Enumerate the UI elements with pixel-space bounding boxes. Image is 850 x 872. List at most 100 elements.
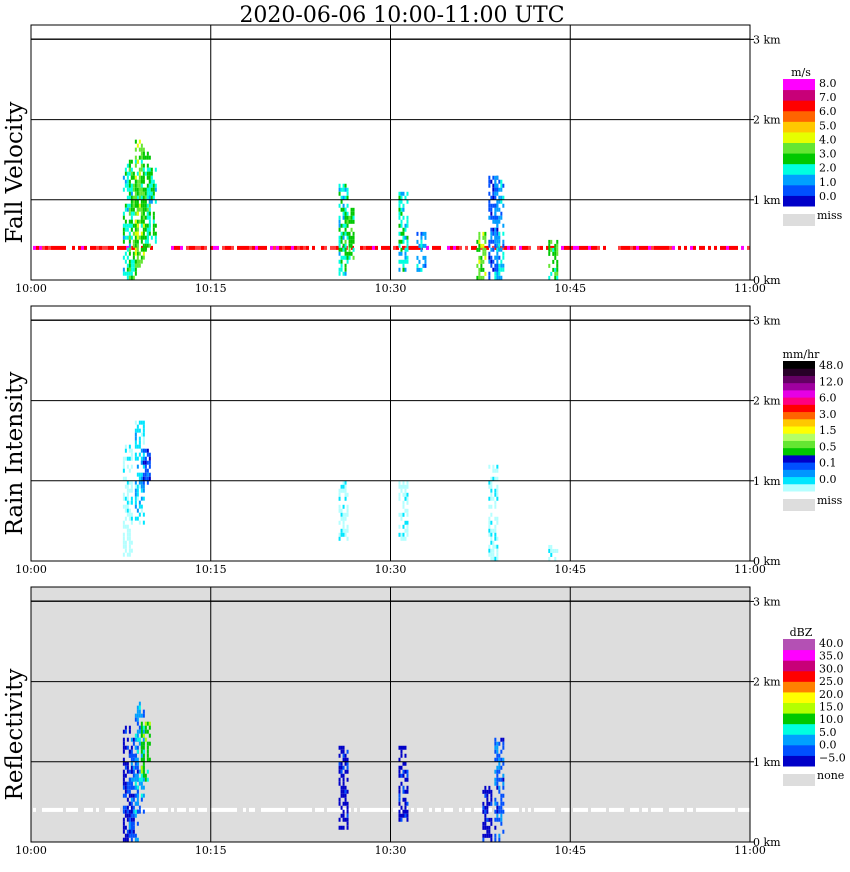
panel-rain-intensity-echo-6-cell: [554, 548, 557, 553]
panel-fall-velocity-echo-12-cell: [548, 247, 551, 252]
panel-fall-velocity-echo-0-cell: [128, 187, 131, 192]
panel-reflectivity-echo-3-cell: [142, 765, 145, 770]
panel-fall-velocity-echo-4-cell: [154, 223, 157, 228]
panel-reflectivity-echo-2-cell: [134, 717, 137, 722]
panel-reflectivity-noise-mark: [192, 807, 195, 812]
panel-rain-intensity-echo-4-cell: [402, 492, 405, 497]
panel-reflectivity-echo-3-cell: [142, 749, 145, 754]
panel-rain-intensity-echo-0-cell: [126, 504, 129, 509]
panel-reflectivity-echo-7-cell: [496, 765, 499, 770]
panel-fall-velocity-echo-5-cell: [346, 187, 349, 192]
panel-fall-velocity-echo-10-cell: [492, 267, 495, 272]
panel-fall-velocity-colorbar-label: 1.0: [819, 176, 837, 189]
panel-fall-velocity-echo-1-cell: [132, 171, 135, 176]
panel-reflectivity-echo-1-cell: [130, 797, 133, 802]
panel-reflectivity-echo-3-cell: [144, 737, 147, 742]
panel-rain-intensity-echo-2-cell: [146, 476, 149, 481]
panel-rain-intensity-echo-1-cell: [134, 440, 137, 445]
panel-reflectivity-noise-mark: [708, 807, 711, 812]
panel-rain-intensity-echo-1-cell: [142, 520, 145, 525]
panel-fall-velocity-noise-mark: [204, 245, 207, 250]
panel-reflectivity-echo-1-cell: [130, 757, 133, 762]
panel-rain-intensity-colorbar-swatch: [783, 411, 815, 420]
panel-fall-velocity-echo-2-cell: [142, 223, 145, 228]
panel-rain-intensity-echo-6-cell: [552, 548, 555, 553]
panel-fall-velocity-echo-6-cell: [344, 215, 347, 220]
panel-reflectivity-echo-2-cell: [136, 801, 139, 806]
panel-fall-velocity-noise-mark: [528, 245, 531, 250]
panel-reflectivity-echo-5-cell: [400, 753, 403, 758]
panel-fall-velocity-echo-1-cell: [134, 267, 137, 272]
panel-fall-velocity-echo-10-cell: [496, 231, 499, 236]
panel-fall-velocity-echo-3-cell: [148, 227, 151, 232]
panel-reflectivity-noise-mark: [69, 807, 72, 812]
panel-reflectivity-echo-3-cell: [140, 749, 143, 754]
panel-rain-intensity-echo-3-cell: [338, 496, 341, 501]
panel-fall-velocity-echo-11-cell: [498, 207, 501, 212]
panel-fall-velocity-echo-5-cell: [340, 239, 343, 244]
panel-rain-intensity-echo-0-cell: [130, 464, 133, 469]
panel-fall-velocity-echo-6-cell: [348, 215, 351, 220]
panel-fall-velocity-echo-6-cell: [350, 227, 353, 232]
panel-fall-velocity-echo-4-cell: [146, 175, 149, 180]
panel-reflectivity-echo-1-cell: [132, 793, 135, 798]
panel-rain-intensity-echo-0-cell: [130, 540, 133, 545]
panel-reflectivity-echo-0-cell: [130, 745, 133, 750]
panel-rain-intensity-echo-5-cell: [494, 536, 497, 541]
panel-rain-intensity-echo-5-cell: [492, 552, 495, 557]
panel-fall-velocity-echo-6-cell: [352, 211, 355, 216]
panel-rain-intensity-echo-4-cell: [400, 536, 403, 541]
panel-reflectivity-echo-4-cell: [342, 789, 345, 794]
panel-reflectivity-echo-4-cell: [342, 817, 345, 822]
panel-reflectivity-echo-5-cell: [402, 745, 405, 750]
panel-reflectivity-noise-mark: [675, 807, 678, 812]
panel-fall-velocity-echo-7-cell: [404, 195, 407, 200]
panel-rain-intensity-echo-5-cell: [494, 524, 497, 529]
panel-fall-velocity-noise-mark: [624, 245, 627, 250]
panel-fall-velocity-noise-mark: [741, 245, 744, 250]
panel-fall-velocity-echo-2-cell: [138, 191, 141, 196]
panel-fall-velocity-noise-mark: [33, 245, 36, 250]
panel-reflectivity-echo-3-cell: [144, 777, 147, 782]
panel-reflectivity-echo-5-cell: [406, 777, 409, 782]
panel-reflectivity-echo-2-cell: [142, 793, 145, 798]
panel-fall-velocity-echo-11-cell: [502, 255, 505, 260]
panel-reflectivity-echo-7-cell: [496, 805, 499, 810]
panel-reflectivity-echo-6-cell: [490, 821, 493, 826]
panel-reflectivity-colorbar-swatch: [783, 713, 815, 725]
panel-fall-velocity-echo-1-cell: [130, 275, 133, 280]
panel-reflectivity-echo-1-cell: [132, 833, 135, 838]
panel-reflectivity-echo-3-cell: [140, 745, 143, 750]
panel-fall-velocity-frame: [30, 24, 751, 281]
panel-reflectivity-noise-mark: [216, 807, 219, 812]
panel-fall-velocity-echo-1-cell: [130, 183, 133, 188]
panel-reflectivity-noise-mark: [267, 807, 270, 812]
panel-fall-velocity-echo-6-cell: [352, 207, 355, 212]
panel-reflectivity-echo-7-cell: [494, 833, 497, 838]
panel-reflectivity-echo-1-cell: [130, 761, 133, 766]
panel-rain-intensity-echo-0-cell: [126, 496, 129, 501]
panel-fall-velocity-echo-11-cell: [502, 263, 505, 268]
panel-rain-intensity-echo-6-cell: [554, 556, 557, 561]
panel-reflectivity-echo-5-cell: [406, 809, 409, 814]
panel-reflectivity-noise-mark: [231, 807, 234, 812]
panel-reflectivity-noise-mark: [618, 807, 621, 812]
panel-rain-intensity-echo-0-cell: [124, 448, 127, 453]
panel-reflectivity-noise-mark: [534, 807, 537, 812]
panel-rain-intensity-echo-5-cell: [488, 464, 491, 469]
panel-fall-velocity-echo-11-cell: [502, 251, 505, 256]
panel-rain-intensity-echo-0-cell: [122, 476, 125, 481]
panel-fall-velocity-colorbar-label: 7.0: [819, 91, 837, 104]
panel-fall-velocity-echo-7-cell: [404, 251, 407, 256]
panel-rain-intensity-echo-5-cell: [490, 556, 493, 561]
panel-reflectivity-echo-3-cell: [148, 741, 151, 746]
panel-reflectivity-colorbar-label: −5.0: [819, 751, 846, 764]
panel-reflectivity-echo-7-cell: [494, 749, 497, 754]
panel-fall-velocity-noise-mark: [93, 245, 96, 250]
panel-reflectivity-echo-4-cell: [338, 761, 341, 766]
panel-fall-velocity-echo-2-cell: [134, 195, 137, 200]
panel-fall-velocity-echo-4-cell: [146, 191, 149, 196]
panel-reflectivity-echo-2-cell: [134, 753, 137, 758]
panel-reflectivity-echo-7-cell: [494, 769, 497, 774]
panel-rain-intensity-echo-0-cell: [124, 484, 127, 489]
